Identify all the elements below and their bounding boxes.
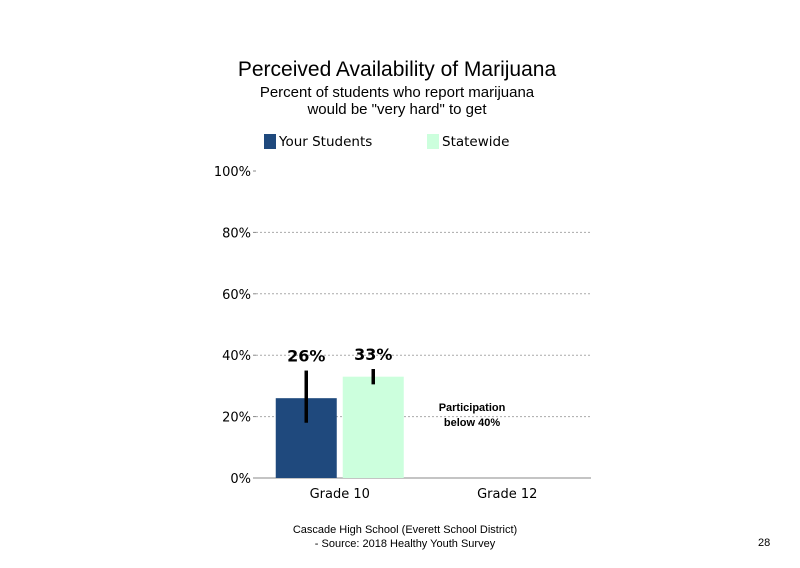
data-label: 26%	[287, 347, 325, 366]
legend-label-statewide: Statewide	[442, 134, 510, 150]
participation-note-line-1: Participation	[438, 402, 506, 414]
x-tick-label: Grade 12	[477, 487, 537, 502]
chart-subtitle-line-1: Percent of students who report marijuana	[259, 84, 535, 101]
participation-note-line-2: below 40%	[443, 417, 501, 429]
chart-subtitle: Percent of students who report marijuana…	[0, 84, 794, 118]
data-label: 33%	[354, 345, 392, 364]
y-tick-label: 40%	[222, 349, 251, 364]
x-tick-label: Grade 10	[310, 487, 370, 502]
footer-source-line: - Source: 2018 Healthy Youth Survey	[314, 538, 496, 550]
footer-source: Cascade High School (Everett School Dist…	[240, 523, 570, 551]
legend-swatch-statewide	[427, 134, 439, 149]
y-tick-label: 0%	[230, 472, 251, 487]
y-tick-label: 80%	[222, 226, 251, 241]
legend-item-your-students: Your Students	[264, 133, 394, 151]
y-tick-label: 100%	[214, 165, 251, 180]
chart-title: Perceived Availability of Marijuana	[237, 58, 557, 81]
page-number: 28	[758, 537, 771, 549]
legend-item-statewide: Statewide	[427, 133, 537, 151]
legend-label-your-students: Your Students	[279, 134, 373, 150]
participation-note: Participation below 40%	[422, 401, 522, 431]
y-tick-label: 20%	[222, 411, 251, 426]
footer-school: Cascade High School (Everett School Dist…	[292, 524, 518, 536]
y-tick-label: 60%	[222, 288, 251, 303]
chart-subtitle-line-2: would be "very hard" to get	[307, 101, 487, 118]
legend-swatch-your-students	[264, 134, 276, 149]
bar	[342, 376, 404, 478]
